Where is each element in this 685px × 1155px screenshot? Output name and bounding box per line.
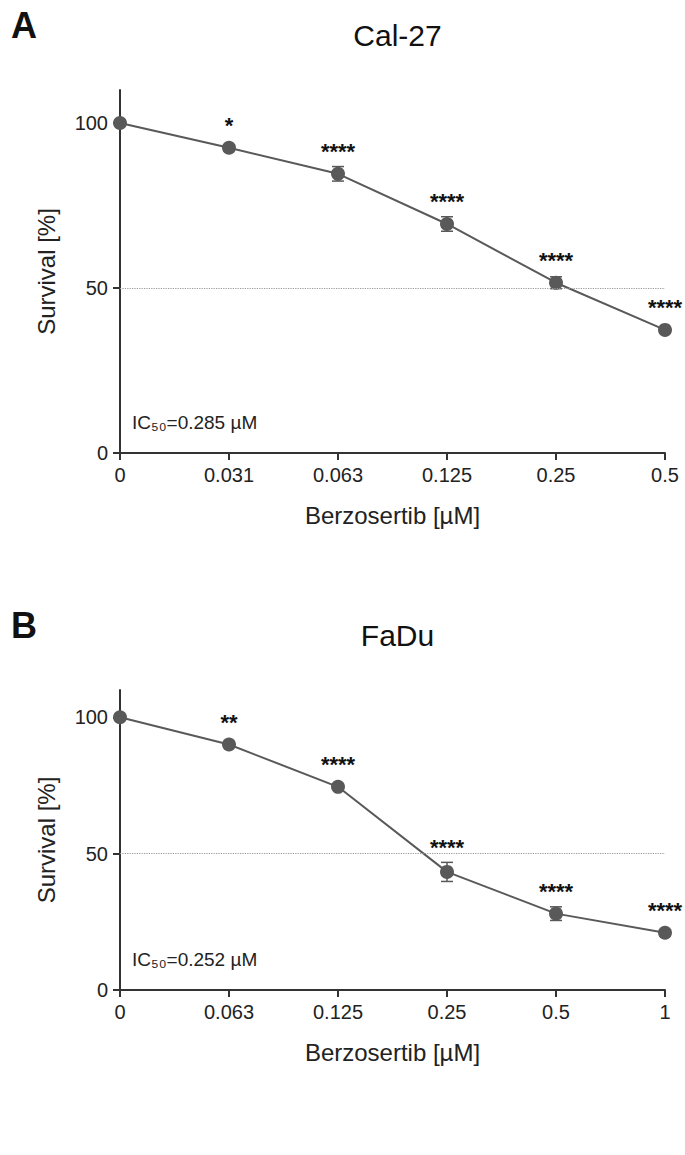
svg-text:IC₅₀=0.252 µM: IC₅₀=0.252 µM [132, 949, 257, 970]
svg-text:IC₅₀=0.285 µM: IC₅₀=0.285 µM [132, 412, 257, 433]
svg-text:B: B [11, 605, 37, 646]
svg-text:100: 100 [75, 706, 108, 728]
svg-text:50: 50 [86, 843, 108, 865]
svg-text:FaDu: FaDu [361, 619, 434, 652]
svg-text:****: **** [321, 139, 356, 164]
svg-text:0: 0 [97, 442, 108, 464]
svg-text:Survival [%]: Survival [%] [33, 777, 60, 904]
svg-text:****: **** [648, 898, 683, 923]
svg-text:0.063: 0.063 [313, 464, 363, 486]
svg-text:0: 0 [114, 464, 125, 486]
svg-text:****: **** [539, 879, 574, 904]
svg-text:0.25: 0.25 [537, 464, 576, 486]
svg-text:0: 0 [97, 979, 108, 1001]
svg-text:0.125: 0.125 [313, 1001, 363, 1023]
svg-text:A: A [11, 5, 37, 46]
svg-text:0.063: 0.063 [204, 1001, 254, 1023]
svg-text:Berzosertib [µM]: Berzosertib [µM] [305, 502, 480, 529]
svg-text:0.25: 0.25 [428, 1001, 467, 1023]
svg-text:1: 1 [659, 1001, 670, 1023]
svg-text:****: **** [648, 295, 683, 320]
svg-text:100: 100 [75, 112, 108, 134]
svg-text:****: **** [539, 248, 574, 273]
svg-text:Berzosertib [µM]: Berzosertib [µM] [305, 1039, 480, 1066]
svg-text:****: **** [430, 189, 465, 214]
svg-text:****: **** [430, 835, 465, 860]
svg-text:*: * [225, 113, 234, 138]
svg-text:****: **** [321, 752, 356, 777]
svg-text:50: 50 [86, 277, 108, 299]
svg-text:0: 0 [114, 1001, 125, 1023]
svg-text:0.5: 0.5 [542, 1001, 570, 1023]
svg-text:**: ** [220, 710, 238, 735]
svg-text:0.5: 0.5 [651, 464, 679, 486]
svg-text:0.125: 0.125 [422, 464, 472, 486]
svg-text:Survival [%]: Survival [%] [33, 208, 60, 335]
svg-text:Cal-27: Cal-27 [353, 19, 441, 52]
svg-text:0.031: 0.031 [204, 464, 254, 486]
